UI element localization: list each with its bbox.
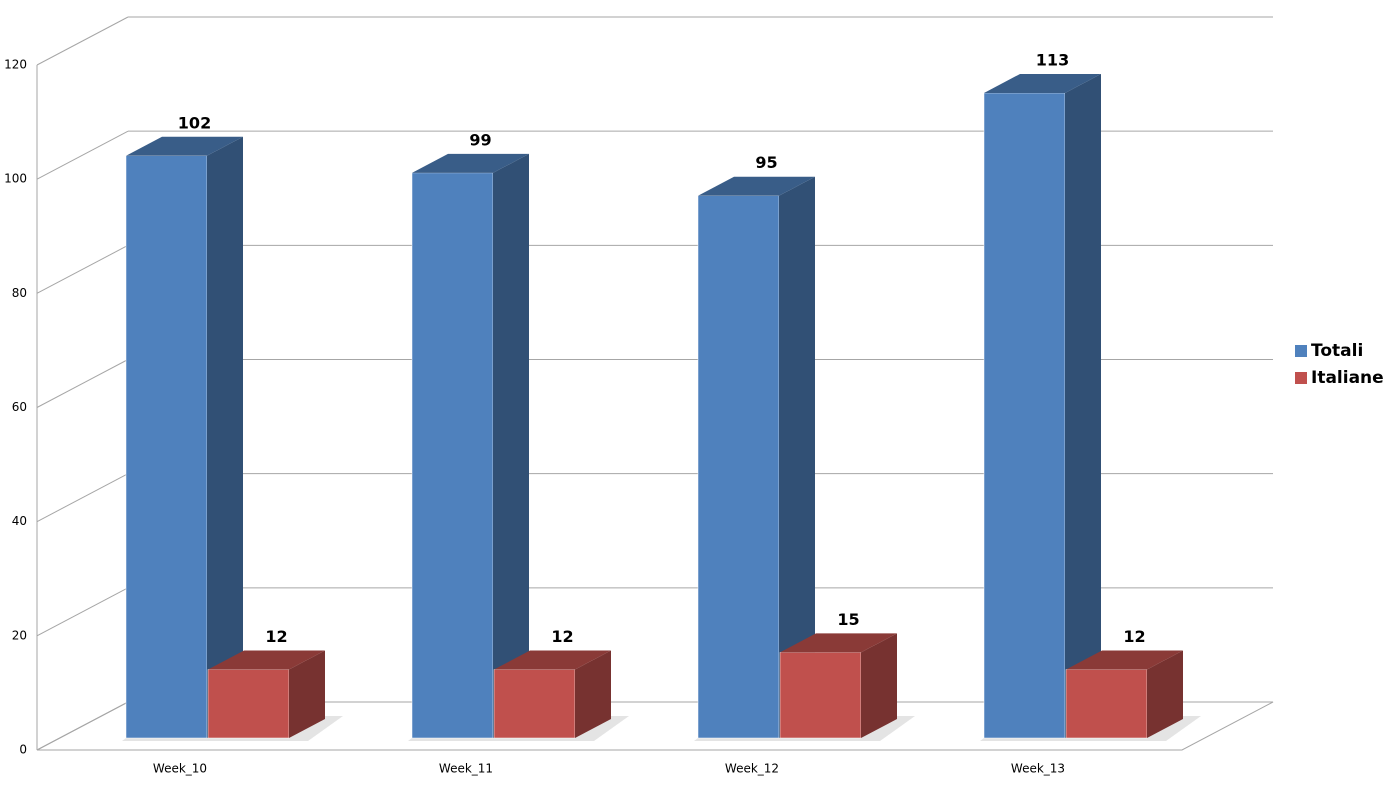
grid-line: [36, 244, 129, 294]
grid-line: [36, 587, 129, 637]
bar-front: [411, 172, 494, 739]
value-label: 99: [469, 130, 491, 149]
bar-side: [289, 650, 325, 738]
x-tick-label: Week_12: [725, 762, 779, 776]
bar-side: [493, 153, 529, 738]
bar-front: [125, 155, 208, 739]
legend-swatch: [1295, 345, 1307, 357]
bar-side: [779, 176, 815, 739]
bar-top: [126, 136, 243, 156]
y-tick-label: 20: [12, 628, 27, 642]
bar-front: [493, 669, 576, 739]
bar-top: [1066, 650, 1183, 670]
bar-front: [779, 652, 862, 739]
bar-side: [575, 650, 611, 738]
value-label: 95: [755, 153, 777, 172]
bar-top: [208, 650, 325, 670]
value-label: 12: [265, 627, 287, 646]
grid-line: [36, 701, 129, 751]
value-label: 12: [1123, 627, 1145, 646]
y-tick-label: 60: [12, 400, 27, 414]
value-label: 102: [178, 113, 211, 132]
bar-side: [207, 136, 243, 738]
x-tick-label: Week_13: [1011, 762, 1065, 776]
bar-front: [983, 92, 1066, 739]
bar-side: [1065, 73, 1101, 739]
y-tick-label: 80: [12, 286, 27, 300]
bar-front: [207, 669, 290, 739]
bar-front: [697, 195, 780, 739]
value-label: 113: [1036, 50, 1069, 69]
legend-swatch: [1295, 372, 1307, 384]
grid-line: [36, 16, 129, 66]
x-tick-label: Week_10: [153, 762, 207, 776]
value-label: 15: [837, 610, 859, 629]
legend-label: Italiane: [1311, 368, 1384, 388]
bar-front: [1065, 669, 1148, 739]
bar-top: [780, 633, 897, 653]
bar-top: [984, 73, 1101, 93]
y-tick-label: 120: [4, 58, 27, 72]
y-tick-label: 100: [4, 172, 27, 186]
bar-side: [861, 633, 897, 738]
bar-top: [412, 153, 529, 173]
y-tick-label: 40: [12, 514, 27, 528]
grid-line: [36, 359, 129, 408]
bar-side: [1147, 650, 1183, 738]
grid-line: [36, 130, 129, 180]
x-tick-label: Week_11: [439, 762, 493, 776]
grid-line: [36, 473, 129, 523]
bar-top: [494, 650, 611, 670]
value-label: 12: [551, 627, 573, 646]
y-tick-label: 0: [19, 743, 27, 757]
bar-top: [698, 176, 815, 196]
legend-label: Totali: [1311, 341, 1363, 361]
